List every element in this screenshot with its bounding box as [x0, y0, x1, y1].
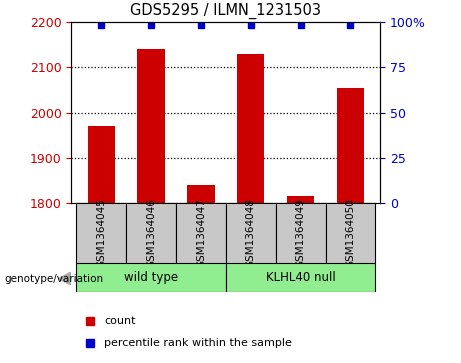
- Bar: [276, 203, 325, 263]
- Bar: [126, 203, 176, 263]
- Text: GSM1364046: GSM1364046: [146, 198, 156, 268]
- Text: GSM1364049: GSM1364049: [296, 198, 306, 268]
- Bar: [77, 203, 126, 263]
- Text: count: count: [104, 316, 136, 326]
- Bar: [137, 49, 165, 203]
- Text: genotype/variation: genotype/variation: [5, 274, 104, 284]
- Bar: [226, 203, 276, 263]
- Text: GSM1364047: GSM1364047: [196, 198, 206, 268]
- Bar: [176, 203, 226, 263]
- Bar: [77, 263, 226, 292]
- Bar: [226, 263, 375, 292]
- Bar: [325, 203, 375, 263]
- Text: GSM1364050: GSM1364050: [345, 198, 355, 268]
- Bar: [237, 54, 265, 203]
- Text: GSM1364045: GSM1364045: [96, 198, 106, 268]
- Text: KLHL40 null: KLHL40 null: [266, 271, 336, 284]
- Text: GSM1364048: GSM1364048: [246, 198, 256, 268]
- Bar: [287, 196, 314, 203]
- Title: GDS5295 / ILMN_1231503: GDS5295 / ILMN_1231503: [130, 3, 321, 19]
- Bar: [88, 126, 115, 203]
- Polygon shape: [59, 272, 71, 285]
- Bar: [187, 185, 215, 203]
- Bar: [337, 87, 364, 203]
- Text: percentile rank within the sample: percentile rank within the sample: [104, 338, 292, 347]
- Text: wild type: wild type: [124, 271, 178, 284]
